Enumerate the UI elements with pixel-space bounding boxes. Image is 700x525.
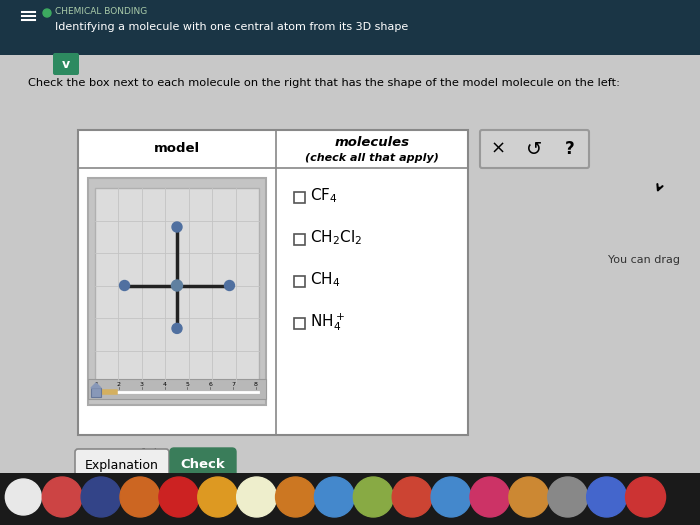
Text: $\mathrm{CH_4}$: $\mathrm{CH_4}$ xyxy=(310,271,340,289)
Circle shape xyxy=(172,222,182,232)
Circle shape xyxy=(354,477,393,517)
Polygon shape xyxy=(91,383,101,388)
Text: ?: ? xyxy=(565,140,575,158)
Text: 7: 7 xyxy=(231,382,235,386)
Circle shape xyxy=(6,479,41,515)
Circle shape xyxy=(548,477,588,517)
Text: 3: 3 xyxy=(140,382,143,386)
Bar xyxy=(294,234,305,245)
Circle shape xyxy=(172,323,182,333)
Text: molecules: molecules xyxy=(335,136,409,150)
Circle shape xyxy=(237,477,276,517)
Text: None of the above: None of the above xyxy=(96,448,211,461)
FancyBboxPatch shape xyxy=(170,448,236,482)
Text: CHEMICAL BONDING: CHEMICAL BONDING xyxy=(55,7,147,16)
Circle shape xyxy=(225,280,235,290)
Text: v: v xyxy=(62,58,70,70)
Circle shape xyxy=(626,477,666,517)
Text: $\mathrm{CH_2Cl_2}$: $\mathrm{CH_2Cl_2}$ xyxy=(310,229,362,247)
FancyBboxPatch shape xyxy=(53,53,79,75)
Text: model: model xyxy=(154,142,200,155)
Text: Check: Check xyxy=(181,458,225,471)
Bar xyxy=(88,379,266,399)
Bar xyxy=(88,178,266,405)
Bar xyxy=(81,451,91,461)
Text: 8: 8 xyxy=(254,382,258,386)
Text: 6: 6 xyxy=(209,382,212,386)
FancyBboxPatch shape xyxy=(75,449,169,481)
Text: $\mathrm{CF_4}$: $\mathrm{CF_4}$ xyxy=(310,187,337,205)
Circle shape xyxy=(81,477,121,517)
Text: Check the box next to each molecule on the right that has the shape of the model: Check the box next to each molecule on t… xyxy=(28,78,620,88)
Bar xyxy=(294,318,305,329)
Circle shape xyxy=(431,477,471,517)
Bar xyxy=(294,192,305,203)
Text: Identifying a molecule with one central atom from its 3D shape: Identifying a molecule with one central … xyxy=(55,22,408,32)
Circle shape xyxy=(587,477,626,517)
Text: Explanation: Explanation xyxy=(85,458,159,471)
Text: (check all that apply): (check all that apply) xyxy=(305,153,439,163)
Circle shape xyxy=(276,477,316,517)
Circle shape xyxy=(120,280,130,290)
Text: 4: 4 xyxy=(162,382,167,386)
Text: ×: × xyxy=(491,140,505,158)
Circle shape xyxy=(392,477,432,517)
Bar xyxy=(0,55,700,525)
Bar xyxy=(91,388,101,397)
Text: 2: 2 xyxy=(117,382,121,386)
Bar xyxy=(78,130,468,435)
Text: ↺: ↺ xyxy=(526,140,543,159)
Text: 1: 1 xyxy=(94,382,98,386)
Bar xyxy=(0,0,700,55)
Circle shape xyxy=(470,477,510,517)
Bar xyxy=(95,188,259,383)
Circle shape xyxy=(42,477,82,517)
Circle shape xyxy=(172,280,183,291)
Bar xyxy=(294,276,305,287)
Circle shape xyxy=(120,477,160,517)
Circle shape xyxy=(159,477,199,517)
FancyBboxPatch shape xyxy=(480,130,589,168)
Circle shape xyxy=(509,477,549,517)
Circle shape xyxy=(314,477,354,517)
Circle shape xyxy=(198,477,238,517)
Text: 5: 5 xyxy=(186,382,190,386)
Circle shape xyxy=(43,9,51,17)
Text: $\mathrm{NH_4^+}$: $\mathrm{NH_4^+}$ xyxy=(310,311,345,333)
Bar xyxy=(0,473,700,525)
Text: You can drag: You can drag xyxy=(608,255,680,265)
